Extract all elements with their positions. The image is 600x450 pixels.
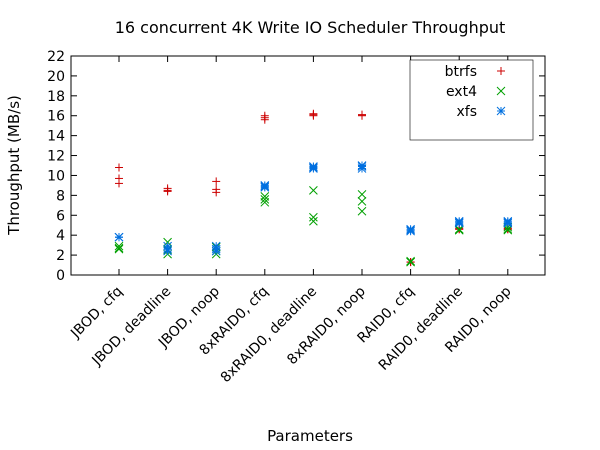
btrfs-point xyxy=(212,188,221,197)
y-tick-label: 14 xyxy=(47,129,65,145)
btrfs-point xyxy=(358,111,366,120)
xfs-point xyxy=(357,164,367,173)
legend-box xyxy=(409,59,534,141)
ext4-point xyxy=(357,190,367,199)
ext4-point xyxy=(309,212,318,222)
y-tick-label: 2 xyxy=(56,248,65,264)
y-tick-label: 16 xyxy=(47,109,65,125)
ext4-point xyxy=(260,194,270,204)
y-tick-label: 6 xyxy=(56,208,65,224)
btrfs-point xyxy=(163,187,172,196)
ext4-point xyxy=(114,243,124,253)
ext4-point xyxy=(260,197,270,207)
ext4-point xyxy=(406,256,415,266)
xfs-point xyxy=(503,218,513,228)
x-tick-label: 8xRAID0, deadline xyxy=(218,284,320,386)
xfs-point xyxy=(260,183,270,192)
series-xfs xyxy=(114,161,513,256)
ext4-point xyxy=(406,257,415,267)
ext4-point xyxy=(309,216,318,226)
y-tick-label: 10 xyxy=(47,168,65,184)
btrfs-point xyxy=(260,115,269,124)
xfs-point xyxy=(454,218,464,228)
ext4-point xyxy=(357,196,367,206)
legend-marker-xfs xyxy=(496,106,506,116)
legend-marker-btrfs xyxy=(497,67,505,75)
xfs-point xyxy=(309,164,318,173)
y-axis-title: Throughput (MB/s) xyxy=(5,95,23,236)
xfs-point xyxy=(211,246,221,256)
series-ext4 xyxy=(114,186,513,267)
plot-frame xyxy=(70,55,546,276)
legend-entry-btrfs: btrfs xyxy=(445,64,477,80)
y-tick-label: 22 xyxy=(47,49,65,65)
ext4-point xyxy=(357,206,367,216)
legend-marker-ext4 xyxy=(496,86,506,96)
btrfs-point xyxy=(212,177,221,186)
x-axis-title: Parameters xyxy=(267,427,353,445)
ext4-point xyxy=(503,225,513,235)
ext4-point xyxy=(309,186,318,195)
y-tick-label: 8 xyxy=(56,188,65,204)
legend: btrfs ext4 xfs xyxy=(409,59,534,141)
y-tick-label: 4 xyxy=(56,228,65,244)
ext4-point xyxy=(114,241,124,251)
chart-title: 16 concurrent 4K Write IO Scheduler Thro… xyxy=(115,18,506,37)
btrfs-point xyxy=(115,179,123,188)
xfs-point xyxy=(163,246,172,256)
btrfs-point xyxy=(115,163,123,172)
y-tick-label: 20 xyxy=(47,69,65,85)
legend-entry-ext4: ext4 xyxy=(446,84,477,100)
y-tick-label: 18 xyxy=(47,89,65,105)
y-tick-label: 0 xyxy=(56,268,65,284)
btrfs-point xyxy=(309,111,318,120)
legend-entry-xfs: xfs xyxy=(456,104,477,120)
y-tick-label: 12 xyxy=(47,149,65,165)
xfs-point xyxy=(406,226,415,236)
ext4-point xyxy=(114,244,124,254)
ext4-point xyxy=(454,225,464,235)
x-tick-label: RAID0, deadline xyxy=(376,284,466,374)
xfs-point xyxy=(114,232,124,242)
